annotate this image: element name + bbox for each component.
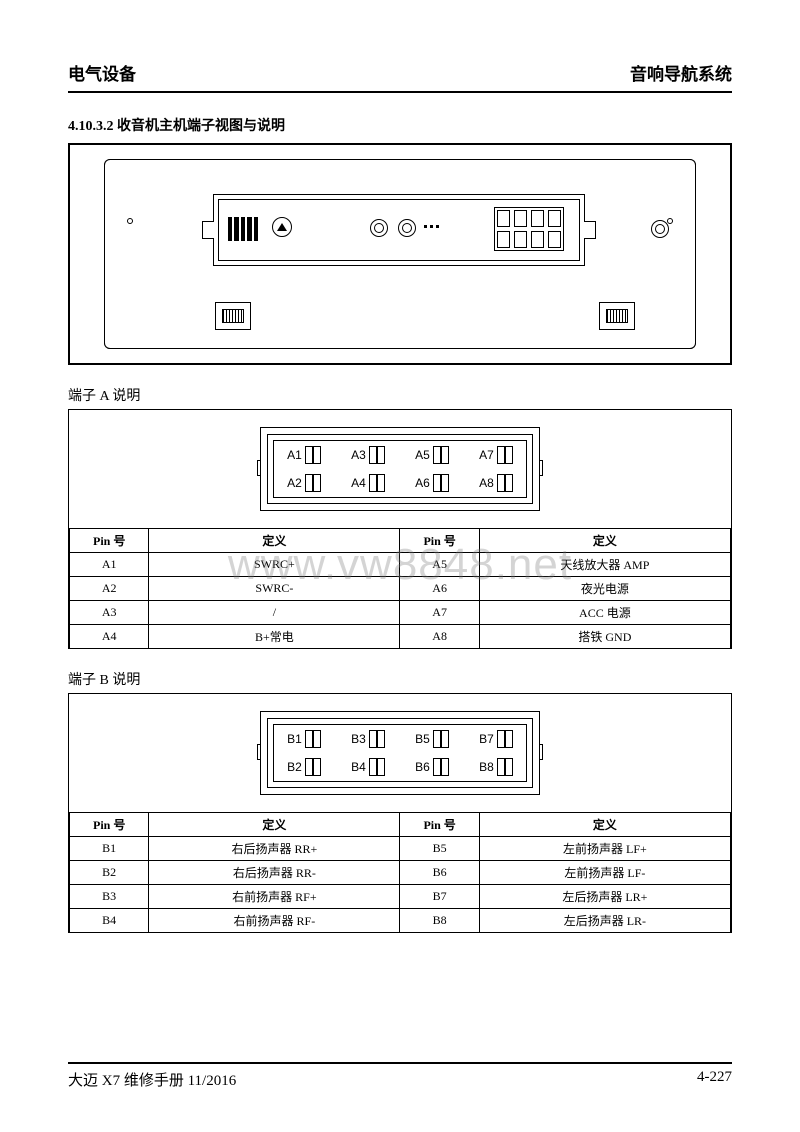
page-footer: 大迈 X7 维修手册 11/2016 4-227	[68, 1062, 732, 1090]
footer-left: 大迈 X7 维修手册 11/2016	[68, 1069, 236, 1090]
terminal-b-block: B1 B3 B5 B7 B2 B4 B6 B8 Pin 号 定义 Pin 号 定…	[68, 693, 732, 933]
terminal-a-table: Pin 号 定义 Pin 号 定义 A1SWRC+A5天线放大器 AMP A2S…	[69, 528, 731, 649]
page-header: 电气设备 音响导航系统	[68, 60, 732, 93]
section-heading: 4.10.3.2 收音机主机端子视图与说明	[68, 115, 732, 135]
table-row: B3右前扬声器 RF+B7左后扬声器 LR+	[70, 885, 731, 909]
table-row: A1SWRC+A5天线放大器 AMP	[70, 553, 731, 577]
table-row: A2SWRC-A6夜光电源	[70, 577, 731, 601]
terminal-a-title: 端子 A 说明	[68, 385, 732, 405]
table-row: B1右后扬声器 RR+B5左前扬声器 LF+	[70, 837, 731, 861]
terminal-b-table: Pin 号 定义 Pin 号 定义 B1右后扬声器 RR+B5左前扬声器 LF+…	[69, 812, 731, 933]
terminal-b-title: 端子 B 说明	[68, 669, 732, 689]
radio-unit-diagram	[68, 143, 732, 365]
terminal-a-block: A1 A3 A5 A7 A2 A4 A6 A8 Pin 号 定义 Pin 号 定…	[68, 409, 732, 649]
header-right: 音响导航系统	[630, 60, 732, 85]
table-row: B4右前扬声器 RF-B8左后扬声器 LR-	[70, 909, 731, 933]
terminal-a-pins: A1 A3 A5 A7 A2 A4 A6 A8	[279, 444, 521, 494]
terminal-b-pins: B1 B3 B5 B7 B2 B4 B6 B8	[279, 728, 521, 778]
table-row: A3/A7ACC 电源	[70, 601, 731, 625]
header-left: 电气设备	[68, 60, 136, 85]
table-row: A4B+常电A8搭铁 GND	[70, 625, 731, 649]
footer-right: 4-227	[697, 1069, 732, 1090]
table-row: B2右后扬声器 RR-B6左前扬声器 LF-	[70, 861, 731, 885]
